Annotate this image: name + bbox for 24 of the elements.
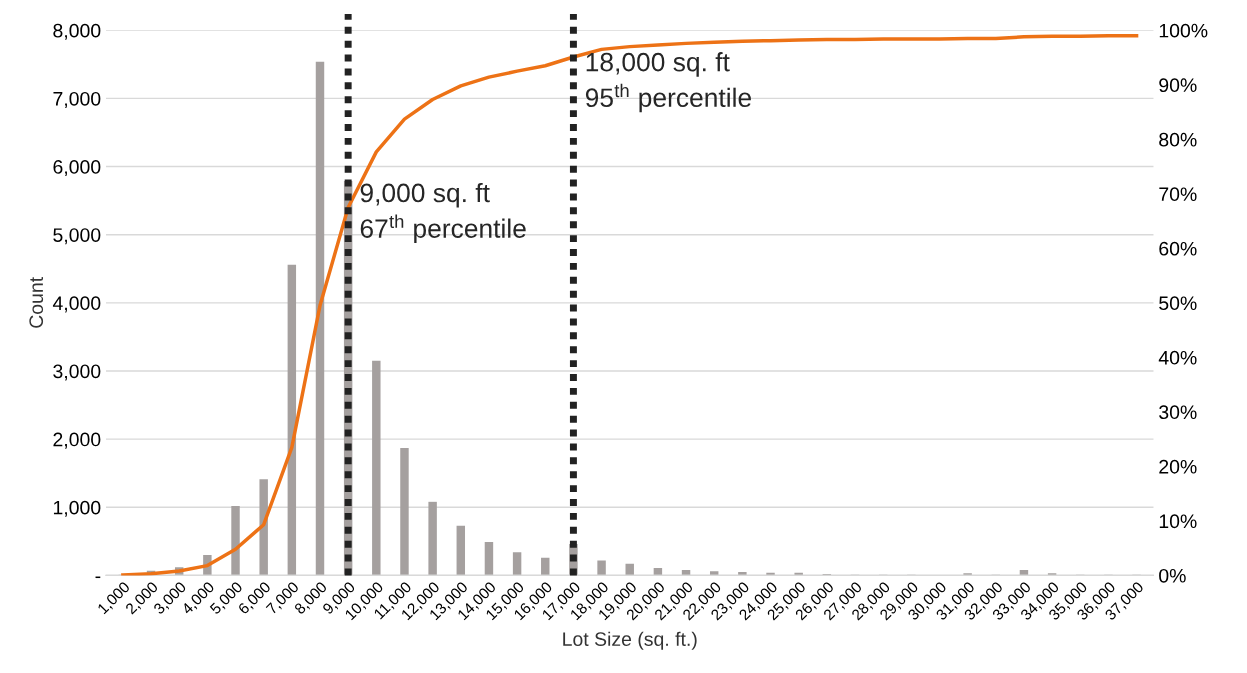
y-tick-label: 2,000 bbox=[53, 432, 101, 449]
y2-tick-label: 100% bbox=[1159, 23, 1208, 38]
ref-line-label: 18,000 sq. ft 95$^{th}$ percentile bbox=[585, 52, 751, 113]
y2-tick-label: 70% bbox=[1159, 187, 1197, 202]
y2-tick-label: 90% bbox=[1159, 78, 1197, 93]
y2-tick-label: 60% bbox=[1159, 241, 1197, 256]
y2-tick-label: 10% bbox=[1159, 514, 1197, 529]
y2-tick-label: 0% bbox=[1159, 568, 1186, 583]
ref-line-label: 9,000 sq. ft 67$^{th}$ percentile bbox=[360, 182, 526, 244]
y2-tick-label: 30% bbox=[1159, 405, 1197, 420]
y2-tick-label: 20% bbox=[1159, 459, 1197, 474]
y-tick-label: - bbox=[95, 576, 101, 579]
y2-tick-label: 50% bbox=[1159, 296, 1197, 311]
y-tick-label: 6,000 bbox=[53, 160, 101, 177]
y-tick-label: 8,000 bbox=[53, 23, 101, 40]
y2-tick-label: 40% bbox=[1158, 350, 1197, 365]
y-tick-label: 4,000 bbox=[52, 296, 101, 313]
y2-tick-label: 80% bbox=[1159, 132, 1197, 147]
y-tick-label: 3,000 bbox=[53, 364, 101, 381]
x-axis-title: Lot Size (sq. ft.) bbox=[563, 631, 697, 650]
y-tick-label: 7,000 bbox=[53, 91, 101, 108]
y-tick-label: 1,000 bbox=[53, 500, 101, 517]
y-tick-label: 5,000 bbox=[53, 228, 101, 245]
y-axis-title: Count bbox=[29, 277, 44, 328]
